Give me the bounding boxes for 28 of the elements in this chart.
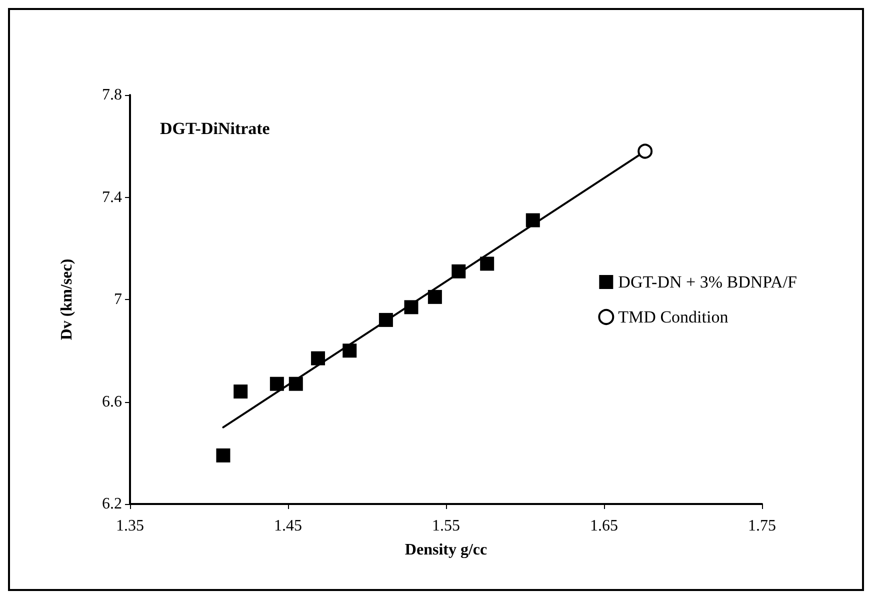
point [378, 312, 393, 327]
x-tick-label: 1.45 [274, 518, 302, 534]
x-tick-label: 1.65 [590, 518, 618, 534]
y-tick-label: 7.4 [102, 188, 122, 206]
y-tick-label: 7 [114, 291, 122, 308]
point [270, 376, 284, 391]
point [404, 300, 418, 314]
point [311, 351, 326, 366]
x-tick-label: 1.35 [116, 518, 144, 534]
legend-label: TMD Condition [618, 308, 729, 326]
y-tick-label: 6.6 [102, 393, 122, 410]
point [428, 290, 442, 304]
point [288, 376, 303, 391]
x-axis-title: Density g/cc [404, 542, 488, 558]
legend-label: DGT-DN + 3% BDNPA/F [618, 272, 798, 292]
point [480, 256, 494, 271]
y-tick-label: 6.2 [102, 496, 122, 512]
text: DGT-DiNitrate [160, 119, 270, 138]
point [526, 213, 540, 228]
point [452, 264, 466, 278]
x-tick-label: 1.75 [748, 518, 776, 534]
y-axis-title: Dv (km/sec) [58, 258, 76, 340]
point [216, 448, 230, 462]
y-tick-label: 7.8 [102, 86, 122, 104]
point [638, 144, 653, 159]
point [342, 344, 357, 358]
point [234, 384, 248, 399]
x-tick-label: 1.55 [432, 518, 460, 534]
